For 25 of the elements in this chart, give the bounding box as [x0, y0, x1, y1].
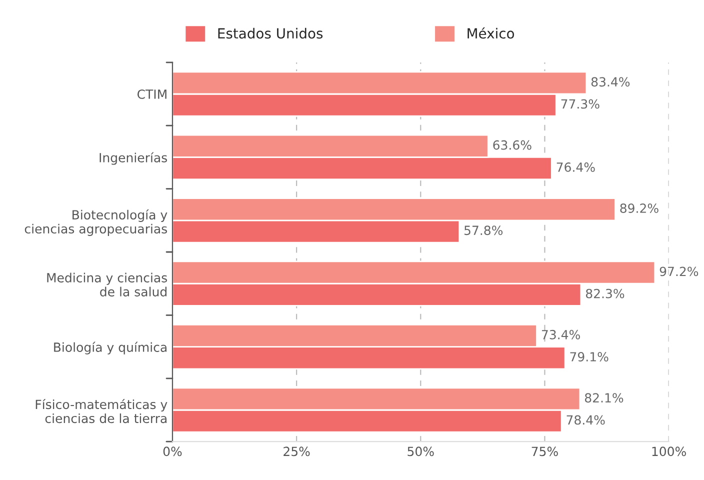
data-label: 89.2%	[620, 204, 658, 213]
x-tick-label: 100%	[652, 446, 686, 456]
data-label: 77.3%	[561, 99, 600, 109]
y-tick-label: Ingenierías	[100, 152, 168, 165]
x-tick-label: 25%	[284, 446, 310, 456]
y-tick-label: Biología y química	[54, 342, 166, 354]
data-label: 78.4%	[566, 415, 605, 425]
data-label: 82.3%	[586, 288, 624, 298]
y-tick-label: Medicina y ciencias de la salud	[47, 272, 168, 296]
y-tick-label: Físico-matemáticas y ciencias de la tierra	[36, 398, 168, 424]
x-tick-label: 0%	[163, 446, 182, 456]
x-tick-label: 50%	[408, 446, 434, 456]
data-label: 79.1%	[570, 352, 608, 362]
data-label: 73.4%	[542, 330, 580, 340]
y-tick-label: CTIM	[137, 89, 166, 99]
data-label: 76.4%	[556, 162, 595, 172]
data-label: 57.8%	[464, 226, 503, 236]
x-tick-label: 75%	[532, 446, 558, 456]
legend-label: Estados Unidos	[218, 28, 323, 39]
data-label: 82.1%	[584, 393, 624, 403]
y-tick-label: Biotecnología y ciencias agropecuarias	[24, 209, 168, 236]
data-label: 97.2%	[660, 266, 698, 276]
data-label: 83.4%	[591, 77, 630, 87]
legend-label: México	[468, 27, 514, 39]
data-label: 63.6%	[493, 140, 532, 150]
